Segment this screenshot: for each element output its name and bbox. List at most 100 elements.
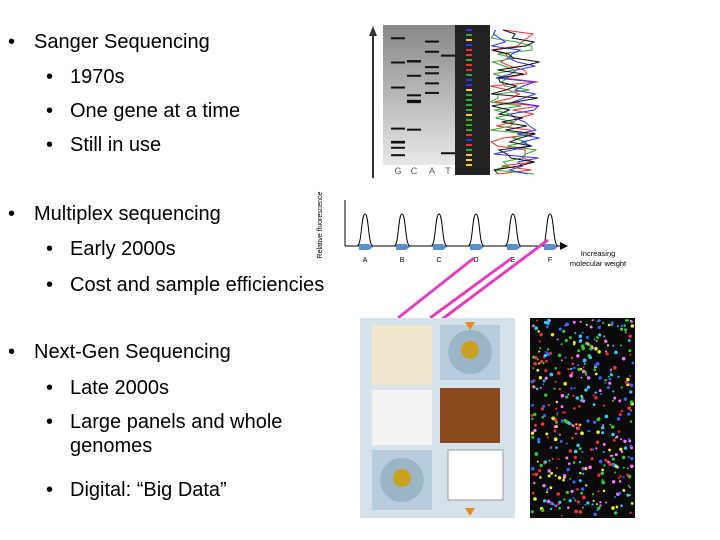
bullet: Cost and sample efficiencies <box>46 273 366 297</box>
cluster <box>595 339 598 343</box>
cluster <box>557 353 562 358</box>
cluster <box>630 324 635 328</box>
cluster <box>546 488 549 491</box>
cluster <box>602 451 605 454</box>
cluster <box>574 432 577 435</box>
cluster <box>629 444 633 448</box>
bullet: Digital: “Big Data” <box>46 478 306 502</box>
cluster <box>573 387 576 390</box>
cluster <box>604 350 608 353</box>
cluster <box>546 352 551 357</box>
cluster <box>535 387 539 391</box>
cluster <box>617 477 620 480</box>
cluster <box>549 486 553 490</box>
cluster <box>594 395 598 400</box>
cluster <box>557 476 562 480</box>
cluster <box>542 483 546 488</box>
cluster <box>601 425 605 430</box>
marker <box>359 244 373 250</box>
cluster <box>614 453 618 457</box>
cluster <box>593 347 596 349</box>
peak-label: C <box>436 257 441 264</box>
cluster <box>618 491 622 495</box>
cluster <box>604 414 609 419</box>
cluster <box>623 439 627 444</box>
cluster <box>630 457 634 461</box>
cluster <box>592 403 596 406</box>
peak-label: F <box>548 257 552 264</box>
cluster <box>630 409 633 412</box>
marker <box>470 244 484 250</box>
cluster <box>629 464 634 469</box>
cluster <box>586 376 591 380</box>
cluster <box>580 431 584 436</box>
bullet: 1970s <box>46 65 306 89</box>
cluster <box>576 443 580 448</box>
cluster <box>555 400 559 404</box>
item: Digital: “Big Data” <box>70 479 227 501</box>
cluster <box>570 387 573 390</box>
cluster <box>565 490 570 495</box>
cluster <box>628 439 632 443</box>
item: Large panels and whole genomes <box>70 411 283 457</box>
cluster <box>555 407 558 410</box>
cluster <box>617 430 621 433</box>
cluster <box>549 446 553 450</box>
cluster <box>532 355 536 359</box>
cluster <box>533 428 537 433</box>
cluster <box>576 487 579 491</box>
cluster <box>545 359 548 363</box>
cluster <box>614 464 618 469</box>
cluster <box>623 446 628 450</box>
cluster <box>584 503 587 506</box>
cluster <box>603 464 606 467</box>
cluster <box>578 447 582 451</box>
cluster <box>602 442 606 446</box>
cluster <box>580 487 585 491</box>
cluster <box>542 404 546 408</box>
cluster <box>609 373 613 377</box>
marker <box>433 244 447 250</box>
axis-label: Relative fluorescence <box>317 191 324 258</box>
cluster <box>576 500 580 504</box>
cluster <box>611 432 615 437</box>
marker <box>544 244 558 250</box>
cluster <box>571 424 575 427</box>
cluster <box>545 325 549 328</box>
cluster <box>553 425 557 429</box>
cluster <box>578 460 582 464</box>
cluster <box>569 477 572 480</box>
cluster <box>577 367 581 371</box>
item: Late 2000s <box>70 377 169 399</box>
cluster <box>563 411 566 414</box>
cluster <box>628 334 632 338</box>
item: One gene at a time <box>70 100 241 122</box>
item: Cost and sample efficiencies <box>70 274 325 296</box>
cluster <box>594 391 597 394</box>
cluster <box>544 369 548 373</box>
cluster <box>594 363 598 368</box>
cluster <box>563 381 568 386</box>
cluster <box>568 449 573 453</box>
cluster <box>619 344 622 347</box>
cluster <box>578 479 582 483</box>
cluster <box>571 362 575 366</box>
cluster <box>597 325 601 329</box>
cluster <box>558 327 562 331</box>
cluster <box>542 383 545 386</box>
cluster <box>534 452 539 456</box>
heading: Multiplex sequencing <box>34 203 221 225</box>
cluster <box>532 367 535 370</box>
cluster <box>588 430 591 432</box>
cluster <box>560 359 563 362</box>
cluster <box>541 508 545 512</box>
cluster <box>532 324 535 328</box>
cluster <box>567 367 570 371</box>
cluster <box>574 499 577 502</box>
cluster <box>626 377 630 382</box>
cluster <box>577 363 580 367</box>
cluster <box>587 430 590 433</box>
cluster <box>578 405 581 408</box>
cluster <box>596 430 600 435</box>
cluster <box>606 386 610 390</box>
